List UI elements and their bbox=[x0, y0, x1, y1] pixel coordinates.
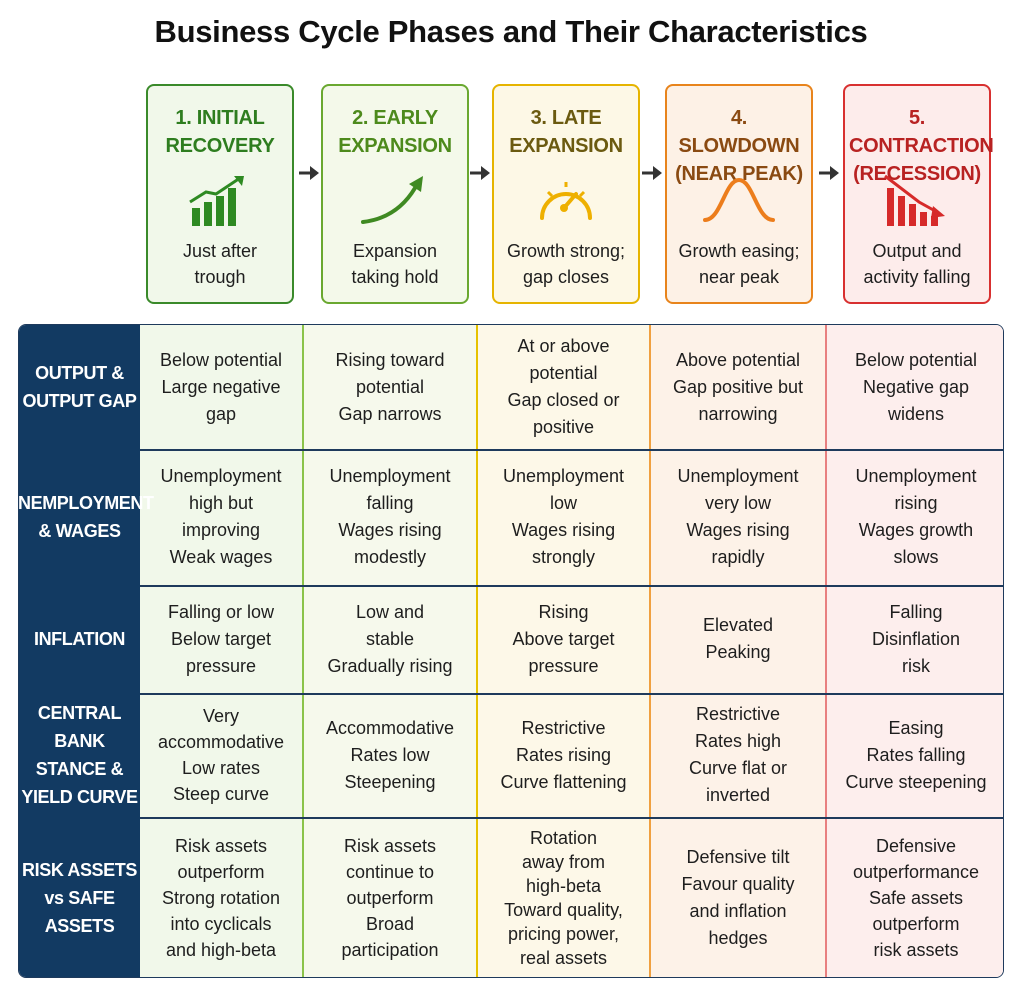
cell-inflation-initial-recovery: Falling or low Below target pressure bbox=[167, 601, 275, 676]
phase-title-line1: 2. EARLY bbox=[352, 107, 438, 129]
phase-card-initial-recovery: 1. INITIAL RECOVERY Just after trough bbox=[146, 84, 294, 304]
row-header-label: RISK ASSETS vs SAFE ASSETS bbox=[22, 860, 137, 936]
row-divider bbox=[19, 449, 1003, 451]
row-header-central-bank: CENTRAL BANK STANCE & YIELD CURVE bbox=[19, 693, 140, 817]
row-header-inflation: INFLATION bbox=[19, 585, 140, 693]
cell-risk-contraction: Defensive outperformance Safe assets out… bbox=[852, 836, 980, 960]
row-header-risk-assets: RISK ASSETS vs SAFE ASSETS bbox=[19, 817, 140, 977]
row-header-label: UNEMPLOYMENT & WAGES bbox=[18, 493, 154, 541]
phase-desc-line2: trough bbox=[194, 267, 246, 287]
phase-desc-line2: gap closes bbox=[522, 267, 610, 287]
cell-risk-early-expansion: Risk assets continue to outperform Broad… bbox=[341, 836, 439, 960]
bell-curve-icon bbox=[703, 177, 775, 222]
cell-inflation-early-expansion: Low and stable Gradually rising bbox=[327, 601, 453, 676]
phase-card-early-expansion: 2. EARLY EXPANSION Expansion taking hold bbox=[321, 84, 469, 304]
cell-unemployment-contraction: Unemployment rising Wages growth slows bbox=[855, 466, 977, 567]
phase-title: 5. CONTRACTION (RECESSION) bbox=[849, 104, 994, 188]
cell-risk-slowdown: Defensive tilt Favour quality and inflat… bbox=[681, 847, 795, 948]
phase-title-line2: EXPANSION bbox=[338, 135, 452, 157]
cell-risk-late-expansion: Rotation away from high-beta Toward qual… bbox=[504, 828, 623, 968]
cell-risk-initial-recovery: Risk assets outperform Strong rotation i… bbox=[161, 836, 281, 960]
cell-central-bank-contraction: Easing Rates falling Curve steepening bbox=[845, 717, 987, 792]
cell-inflation-contraction: Falling Disinflation risk bbox=[871, 601, 961, 676]
phase-title-line1: 1. INITIAL bbox=[175, 107, 265, 129]
phase-title-line1: 4. SLOWDOWN bbox=[678, 107, 800, 157]
column-bg-late-expansion bbox=[477, 325, 650, 977]
phase-title-line2: (RECESSION) bbox=[853, 163, 981, 185]
cell-output-initial-recovery: Below potential Large negative gap bbox=[159, 349, 283, 424]
cell-output-slowdown: Above potential Gap positive but narrowi… bbox=[672, 349, 804, 424]
phase-title: 4. SLOWDOWN (NEAR PEAK) bbox=[671, 104, 807, 188]
phase-title-line1: 3. LATE bbox=[530, 107, 602, 129]
row-divider bbox=[19, 693, 1003, 695]
column-divider bbox=[649, 325, 651, 977]
characteristics-table: OUTPUT & OUTPUT GAP Below potential Larg… bbox=[18, 324, 1004, 978]
row-header-unemployment-wages: UNEMPLOYMENT & WAGES bbox=[19, 449, 154, 585]
cell-unemployment-late-expansion: Unemployment low Wages rising strongly bbox=[502, 466, 625, 567]
arrow-right-icon bbox=[299, 166, 319, 180]
column-bg-contraction bbox=[826, 325, 1003, 977]
phase-title: 3. LATE EXPANSION bbox=[498, 104, 634, 160]
falling-bars-icon bbox=[884, 174, 945, 226]
phase-description: Expansion taking hold bbox=[327, 238, 463, 290]
phase-desc-line1: Just after bbox=[182, 241, 258, 261]
phase-card-contraction: 5. CONTRACTION (RECESSION) Output and ac… bbox=[843, 84, 994, 304]
phase-title: 2. EARLY EXPANSION bbox=[327, 104, 463, 160]
phase-description: Growth easing; near peak bbox=[671, 238, 807, 290]
row-header-label: INFLATION bbox=[33, 629, 126, 649]
phase-card-late-expansion: 3. LATE EXPANSION Growth strong; gap clo… bbox=[492, 84, 640, 304]
phase-title-line2: EXPANSION bbox=[509, 135, 623, 157]
gauge-icon bbox=[540, 182, 592, 220]
column-bg-slowdown bbox=[650, 325, 826, 977]
cell-output-early-expansion: Rising toward potential Gap narrows bbox=[335, 349, 445, 424]
arrow-right-icon bbox=[642, 166, 662, 180]
row-divider bbox=[19, 817, 1003, 819]
cell-central-bank-late-expansion: Restrictive Rates rising Curve flattenin… bbox=[500, 717, 627, 792]
row-divider bbox=[19, 585, 1003, 587]
column-divider bbox=[302, 325, 304, 977]
phase-title-line1: 5. CONTRACTION bbox=[849, 107, 994, 157]
cell-output-late-expansion: At or above potential Gap closed or posi… bbox=[507, 336, 620, 437]
cell-unemployment-slowdown: Unemployment very low Wages rising rapid… bbox=[677, 466, 799, 567]
cell-output-contraction: Below potential Negative gap widens bbox=[854, 349, 978, 424]
phase-title: 1. INITIAL RECOVERY bbox=[152, 104, 288, 160]
cell-inflation-slowdown: Elevated Peaking bbox=[702, 615, 774, 662]
row-header-output-gap: OUTPUT & OUTPUT GAP bbox=[19, 325, 140, 449]
column-divider bbox=[825, 325, 827, 977]
arrow-right-icon bbox=[470, 166, 490, 180]
phase-title-line2: (NEAR PEAK) bbox=[675, 163, 803, 185]
cell-inflation-late-expansion: Rising Above target pressure bbox=[512, 601, 615, 676]
phase-description: Growth strong; gap closes bbox=[498, 238, 634, 290]
column-divider bbox=[476, 325, 478, 977]
rising-bars-icon bbox=[189, 176, 244, 226]
cell-unemployment-initial-recovery: Unemployment high but improving Weak wag… bbox=[160, 466, 282, 567]
upward-curve-icon bbox=[361, 176, 423, 224]
cell-central-bank-slowdown: Restrictive Rates high Curve flat or inv… bbox=[688, 704, 788, 805]
phase-desc-line1: Growth easing; bbox=[678, 241, 800, 261]
cell-central-bank-early-expansion: Accommodative Rates low Steepening bbox=[325, 717, 455, 792]
cell-central-bank-initial-recovery: Very accommodative Low rates Steep curve bbox=[157, 706, 285, 804]
phase-desc-line1: Expansion bbox=[352, 241, 438, 261]
page-title: Business Cycle Phases and Their Characte… bbox=[154, 14, 868, 49]
row-header-label: CENTRAL BANK STANCE & YIELD CURVE bbox=[21, 703, 138, 807]
column-bg-initial-recovery bbox=[140, 325, 303, 977]
phase-desc-line2: taking hold bbox=[351, 267, 439, 287]
row-header-label: OUTPUT & OUTPUT GAP bbox=[22, 363, 137, 411]
phase-card-slowdown: 4. SLOWDOWN (NEAR PEAK) Growth easing; n… bbox=[665, 84, 813, 304]
phase-title-line2: RECOVERY bbox=[165, 135, 275, 157]
phase-desc-line2: near peak bbox=[698, 267, 780, 287]
phase-description: Output and activity falling bbox=[849, 238, 985, 290]
phase-desc-line2: activity falling bbox=[863, 267, 971, 287]
phase-desc-line1: Output and bbox=[872, 241, 962, 261]
arrow-right-icon bbox=[819, 166, 839, 180]
phase-desc-line1: Growth strong; bbox=[506, 241, 626, 261]
cell-unemployment-early-expansion: Unemployment falling Wages rising modest… bbox=[329, 466, 451, 567]
column-bg-early-expansion bbox=[303, 325, 477, 977]
phase-description: Just after trough bbox=[152, 238, 288, 290]
